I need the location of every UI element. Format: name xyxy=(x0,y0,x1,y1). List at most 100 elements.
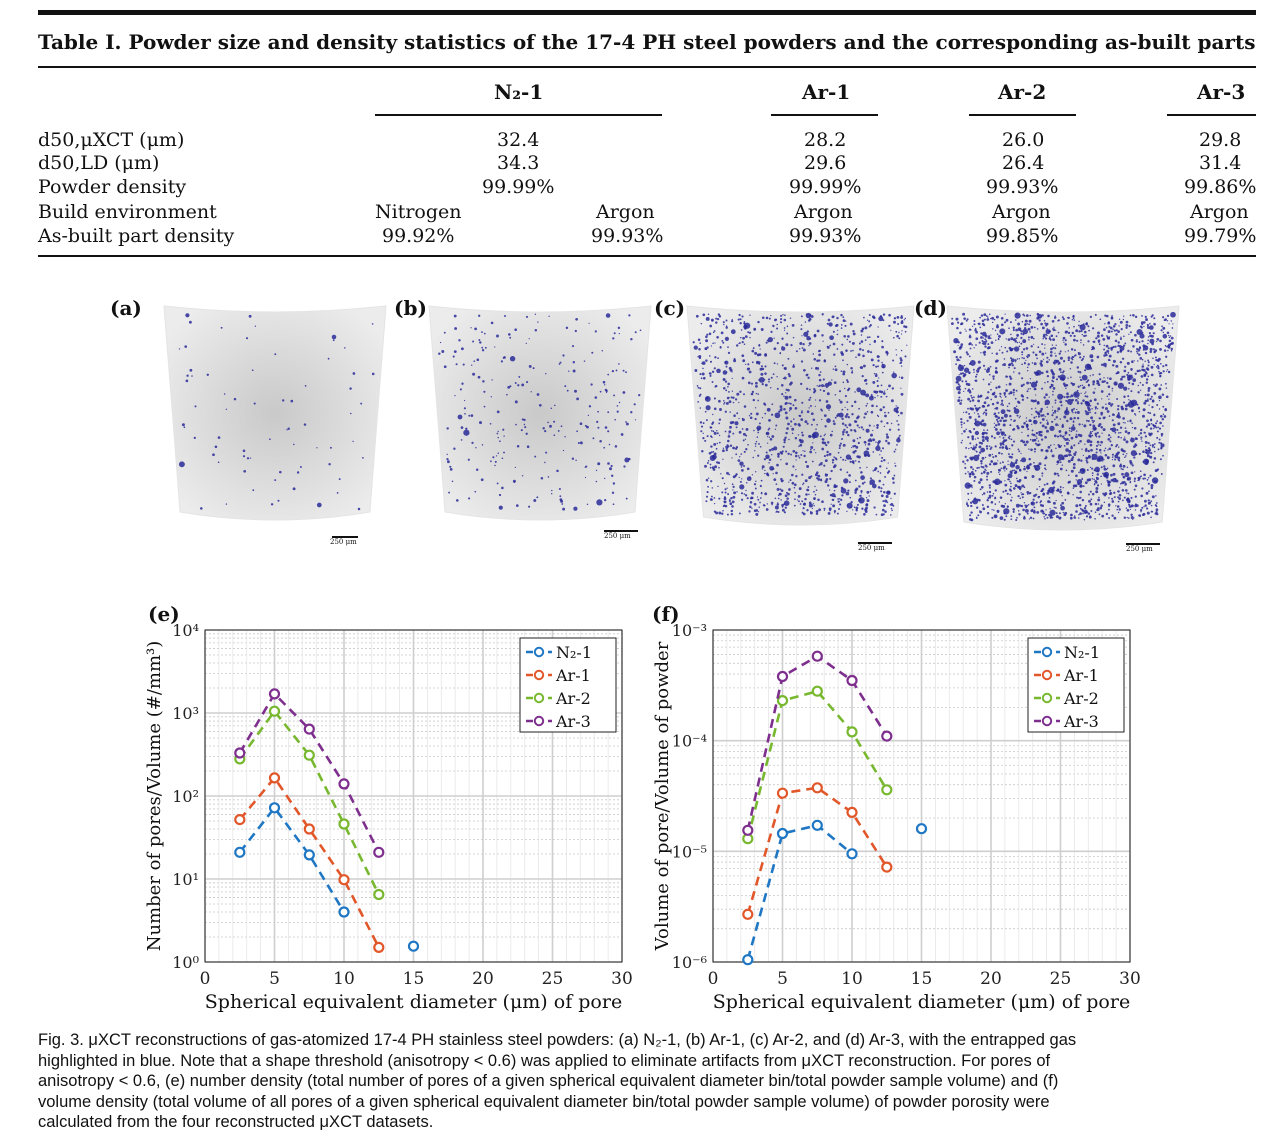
pore xyxy=(1018,486,1022,490)
pore xyxy=(718,497,721,500)
pore xyxy=(1101,398,1103,400)
pore xyxy=(995,418,999,421)
pore xyxy=(757,393,760,395)
pore xyxy=(863,450,870,457)
pore xyxy=(884,411,886,414)
pore xyxy=(1149,350,1153,354)
pore xyxy=(800,411,803,414)
pore xyxy=(599,439,602,443)
pore xyxy=(979,422,983,425)
pore xyxy=(1108,447,1112,451)
pore xyxy=(968,355,971,358)
pore xyxy=(474,327,477,331)
pore xyxy=(817,474,821,478)
pore xyxy=(771,503,773,506)
pore xyxy=(758,506,760,508)
pore xyxy=(997,469,1000,471)
pore xyxy=(888,313,891,317)
pore xyxy=(1158,387,1162,391)
pore xyxy=(754,487,757,490)
pore xyxy=(1144,477,1147,480)
pore xyxy=(791,427,795,431)
pore xyxy=(1062,456,1065,459)
pore xyxy=(1090,416,1094,420)
pore xyxy=(1160,443,1165,448)
pore xyxy=(1162,413,1165,416)
powder-cylinder xyxy=(163,305,387,521)
pore xyxy=(1072,412,1074,414)
pore xyxy=(523,423,526,426)
pore xyxy=(844,415,848,418)
pore xyxy=(1098,422,1102,426)
pore xyxy=(1125,326,1128,329)
pore xyxy=(1152,348,1155,351)
pore xyxy=(850,350,852,352)
pore xyxy=(597,462,601,466)
pore xyxy=(991,508,993,511)
pore xyxy=(613,332,616,335)
pore xyxy=(561,503,564,505)
pore xyxy=(834,511,836,514)
pore xyxy=(973,347,975,349)
pore xyxy=(697,338,701,341)
pore xyxy=(854,513,857,515)
pore xyxy=(1054,411,1056,414)
pore xyxy=(866,447,869,451)
pore xyxy=(815,452,817,454)
pore xyxy=(1004,419,1008,422)
pore xyxy=(765,316,769,320)
pore xyxy=(1054,399,1057,402)
legend-swatch-marker xyxy=(1041,646,1053,658)
pore xyxy=(787,372,791,376)
table-cell: 99.93% xyxy=(591,225,664,247)
pore xyxy=(545,373,547,375)
pore xyxy=(1164,344,1167,347)
pore xyxy=(1110,346,1114,350)
pore xyxy=(1064,434,1066,436)
pore xyxy=(1025,509,1029,513)
x-tick-label: 15 xyxy=(403,969,425,989)
pore xyxy=(729,411,731,413)
pore xyxy=(777,452,780,456)
pore xyxy=(993,426,996,429)
pore xyxy=(1055,499,1057,502)
pore xyxy=(1033,438,1037,442)
pore xyxy=(729,502,733,505)
pore xyxy=(846,471,849,474)
table-cell: Argon xyxy=(992,201,1051,223)
pore xyxy=(509,356,516,362)
pore xyxy=(852,349,854,352)
pore xyxy=(705,405,711,411)
pore xyxy=(890,514,892,516)
x-axis-label: Spherical equivalent diameter (μm) of po… xyxy=(713,991,1130,1013)
pore xyxy=(1001,364,1004,366)
pore xyxy=(1014,484,1018,488)
pore xyxy=(800,360,804,363)
pore xyxy=(634,331,637,334)
pore xyxy=(755,392,758,395)
pore xyxy=(1008,435,1011,438)
pore xyxy=(1134,503,1137,506)
pore xyxy=(763,402,766,406)
pore xyxy=(223,393,226,395)
pore xyxy=(1021,377,1024,380)
pore xyxy=(1139,381,1142,384)
pore xyxy=(741,340,744,344)
pore xyxy=(858,407,860,410)
pore xyxy=(1138,369,1141,372)
pore xyxy=(1123,335,1125,338)
pore xyxy=(1081,423,1083,426)
scale-bar-a: 250 μm xyxy=(330,536,358,546)
pore xyxy=(736,392,740,396)
pore xyxy=(1024,361,1026,364)
pore xyxy=(963,364,966,367)
pore xyxy=(961,426,963,428)
pore xyxy=(964,462,966,465)
pore xyxy=(1147,482,1150,485)
pore xyxy=(950,322,954,326)
pore xyxy=(1004,313,1006,315)
pore xyxy=(1169,342,1172,345)
pore xyxy=(1095,444,1099,447)
pore xyxy=(699,387,702,390)
